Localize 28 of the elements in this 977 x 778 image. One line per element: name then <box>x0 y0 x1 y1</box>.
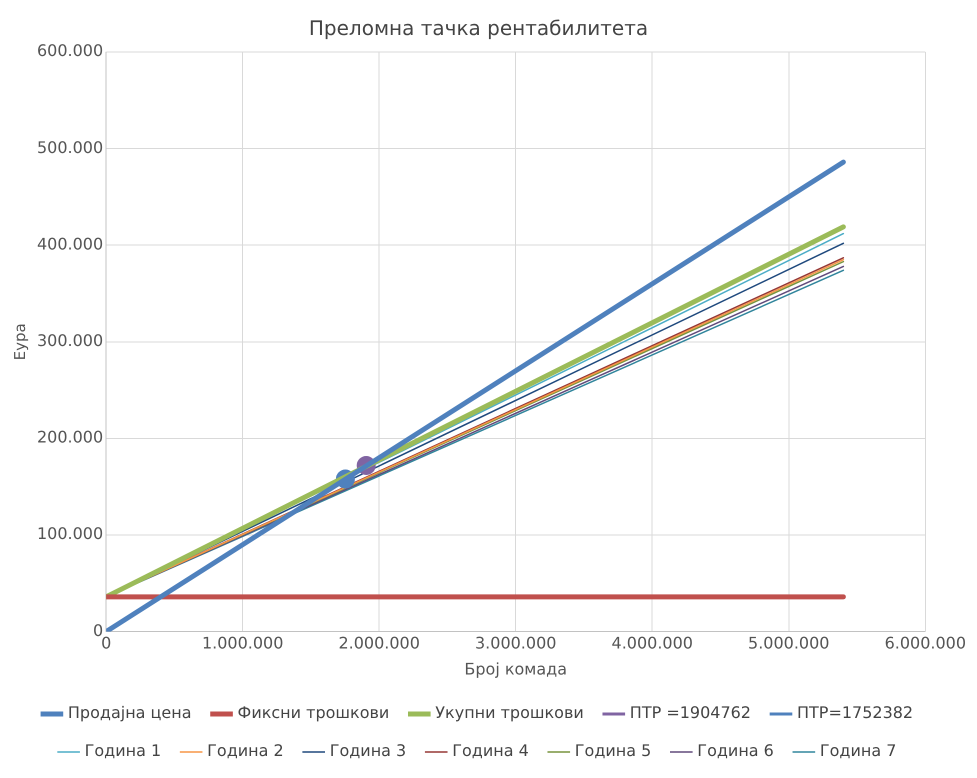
legend-label: Година 6 <box>697 741 774 760</box>
x-tick-label: 5.000.000 <box>748 633 830 652</box>
y-tick-label: 600.000 <box>36 41 104 60</box>
legend-label: Година 5 <box>574 741 652 760</box>
legend-label: ПТР=1752382 <box>796 703 914 722</box>
chart-title: Преломна тачка рентабилитета <box>308 16 648 40</box>
x-axis-title: Број комада <box>464 660 568 679</box>
x-tick-label: 2.000.000 <box>338 633 420 652</box>
y-axis-title: Еура <box>10 323 29 360</box>
legend-label: Година 7 <box>820 741 896 760</box>
legend-label: Фиксни трошкови <box>238 703 390 722</box>
legend-label: Укупни трошкови <box>435 703 584 722</box>
y-tick-label: 100.000 <box>36 524 104 544</box>
x-tick-label: 4.000.000 <box>612 633 693 652</box>
y-tick-label: 300.000 <box>36 330 104 350</box>
legend-label: Година 4 <box>452 741 529 760</box>
x-tick-label: 3.000.000 <box>475 633 556 652</box>
legend-label: Година 1 <box>84 741 162 760</box>
legend-label: Продајна цена <box>68 703 192 722</box>
x-tick-label: 6.000.000 <box>884 633 966 652</box>
y-tick-label: 0 <box>92 620 104 640</box>
y-tick-label: 500.000 <box>36 138 104 157</box>
legend-label: Година 3 <box>330 741 406 760</box>
legend-label: Година 2 <box>207 741 284 760</box>
x-tick-label: 1.000.000 <box>202 633 284 652</box>
y-tick-label: 200.000 <box>36 428 104 447</box>
y-tick-label: 400.000 <box>36 234 104 254</box>
legend-label: ПТР =1904762 <box>630 703 751 722</box>
